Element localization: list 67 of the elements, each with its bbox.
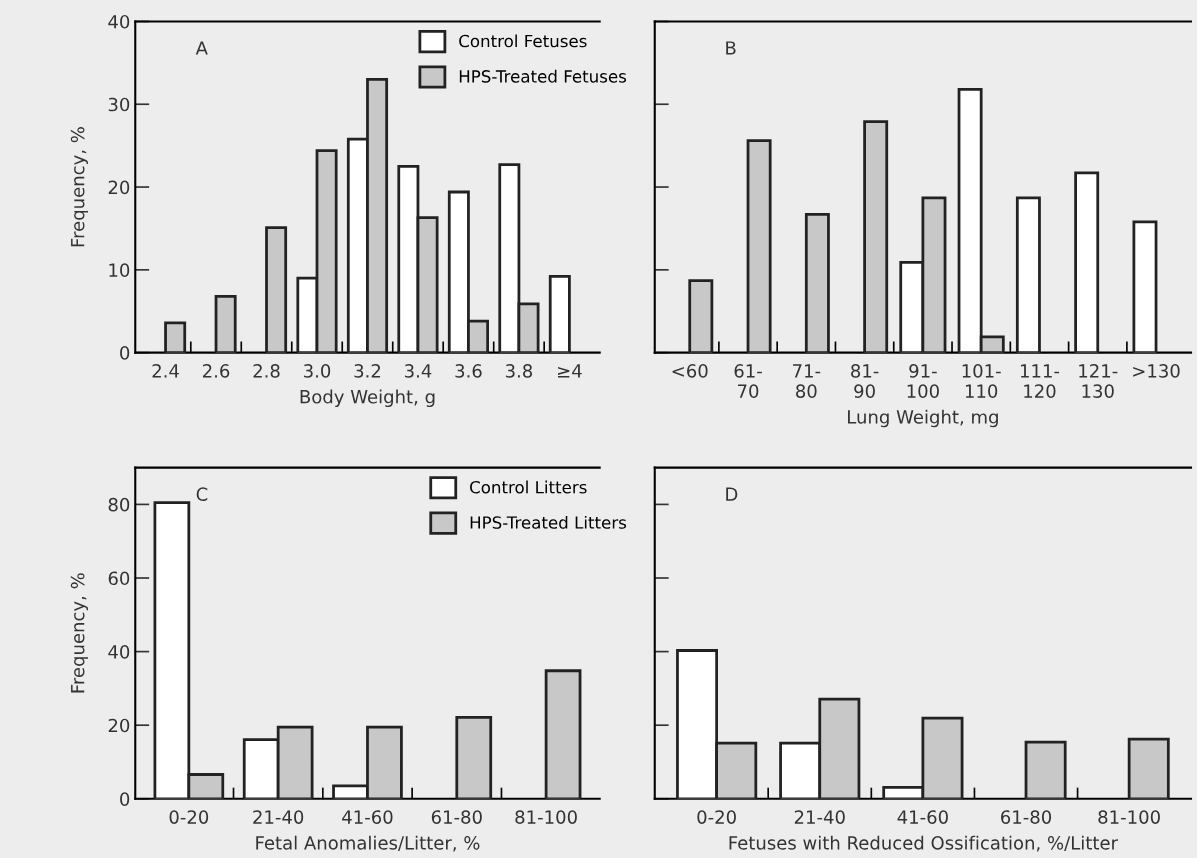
bar <box>265 226 288 353</box>
x-tick-label: 71- 80 <box>793 364 821 398</box>
bar <box>688 279 714 353</box>
bar <box>1074 171 1100 353</box>
y-tick-label: 80 <box>108 497 130 512</box>
annotation: D <box>726 487 738 501</box>
x-tick-label: <60 <box>672 364 708 378</box>
legend-label: Control Fetuses <box>459 34 587 48</box>
legend-label: Control Litters <box>470 480 587 494</box>
x-tick-label: 21-40 <box>794 810 845 824</box>
x-tick-label: 81-100 <box>1098 810 1160 824</box>
bar <box>548 275 571 353</box>
bar <box>544 669 582 799</box>
bar <box>804 212 830 353</box>
y-tick-label: 60 <box>108 571 130 586</box>
annotation: B <box>726 41 736 55</box>
x-tick-label: 0-20 <box>697 810 736 824</box>
x-tick-label: 2.6 <box>203 364 230 378</box>
bar <box>1024 740 1067 799</box>
x-axis-title: Body Weight, g <box>300 389 435 408</box>
x-tick-label: 3.6 <box>455 364 482 378</box>
bar <box>863 120 889 353</box>
x-tick-label: 101- 110 <box>962 364 1001 398</box>
y-axis-title: Frequency, % <box>70 573 88 693</box>
x-tick-label: 21-40 <box>253 810 304 824</box>
y-tick-label: 30 <box>108 97 130 112</box>
bar <box>455 716 493 799</box>
y-tick-label: 0 <box>120 792 130 806</box>
y-tick-label: 40 <box>108 645 130 659</box>
y-tick-label: 0 <box>120 346 130 360</box>
x-tick-label: >130 <box>1133 364 1180 378</box>
bar <box>1132 220 1158 353</box>
y-tick-label: 20 <box>108 180 130 195</box>
x-axis-title: Fetal Anomalies/Litter, % <box>256 835 480 852</box>
x-axis-title: Lung Weight, mg <box>848 409 998 428</box>
x-tick-label: 41-60 <box>342 810 393 824</box>
bar <box>164 321 187 353</box>
x-tick-label: 3.8 <box>505 364 533 378</box>
x-tick-label: 61-80 <box>431 810 482 824</box>
bar <box>746 139 772 353</box>
x-tick-label: ≥4 <box>558 364 582 378</box>
x-tick-label: 81- 90 <box>851 364 879 398</box>
y-tick-label: 20 <box>108 718 130 733</box>
bar <box>1015 196 1041 353</box>
x-tick-label: 61- 70 <box>734 364 762 398</box>
y-axis-title: Frequency, % <box>70 127 88 247</box>
x-tick-label: 121- 130 <box>1079 364 1118 398</box>
legend-label: HPS-Treated Fetuses <box>459 69 627 83</box>
legend-label: HPS-Treated Litters <box>470 515 627 529</box>
x-axis-title: Fetuses with Reduced Ossification, %/Litter <box>729 835 1118 852</box>
x-tick-label: 61-80 <box>1001 810 1052 824</box>
bar <box>1127 737 1170 799</box>
x-tick-label: 3.0 <box>304 364 331 378</box>
x-tick-label: 3.4 <box>404 364 432 378</box>
annotation: C <box>196 487 208 501</box>
y-tick-label: 10 <box>109 263 130 277</box>
x-tick-label: 3.2 <box>354 364 381 378</box>
bar <box>214 294 237 353</box>
x-tick-label: 0-20 <box>169 810 209 824</box>
x-tick-label: 2.8 <box>253 364 280 378</box>
x-tick-label: 41-60 <box>897 810 948 824</box>
x-tick-label: 91- 100 <box>907 364 939 398</box>
x-tick-label: 111- 120 <box>1020 364 1060 398</box>
y-tick-label: 40 <box>108 14 130 29</box>
x-tick-label: 2.4 <box>152 364 179 378</box>
annotation: A <box>195 41 208 55</box>
x-tick-label: 81-100 <box>515 810 577 824</box>
